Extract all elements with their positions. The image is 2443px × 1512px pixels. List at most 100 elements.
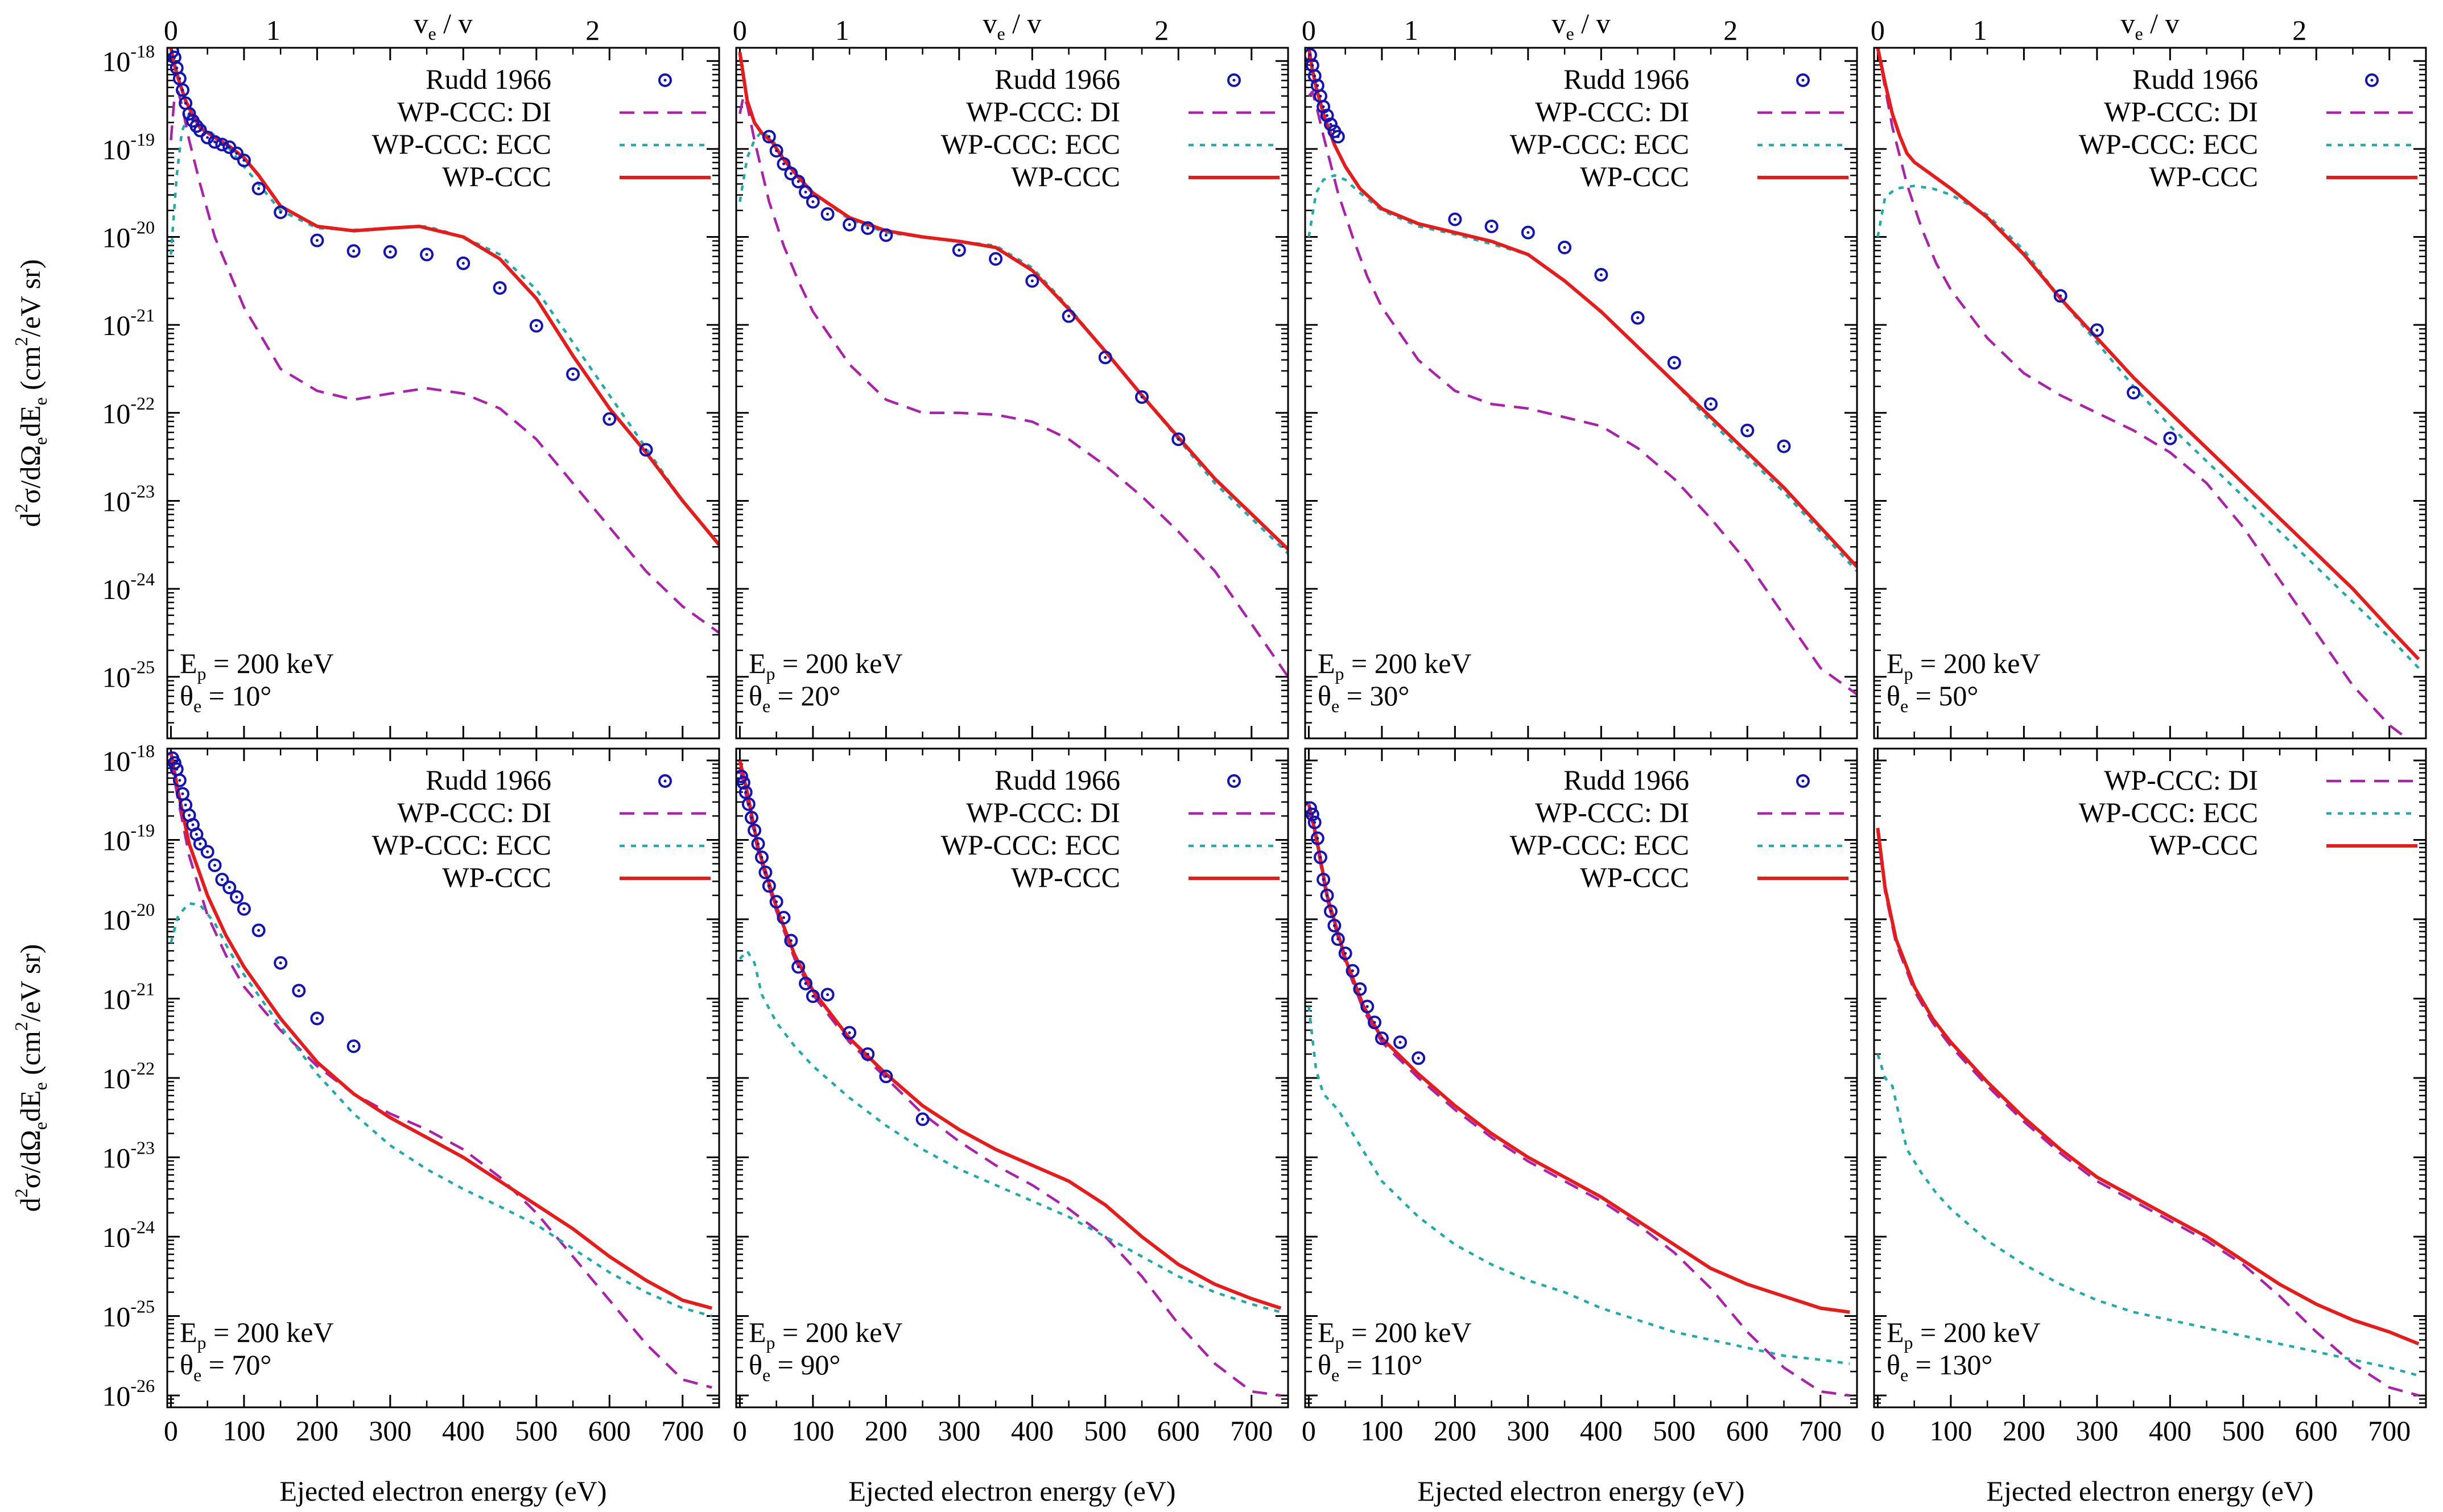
rudd-point	[1310, 831, 1324, 845]
rudd-point	[1327, 919, 1342, 933]
rudd-point	[222, 881, 237, 895]
rudd-point	[769, 895, 783, 909]
rudd-point	[193, 837, 207, 851]
energy-annotation: Ep = 200 keV	[1887, 1316, 2041, 1353]
legend-label: WP-CCC	[1580, 160, 1689, 192]
top-tick-label: 2	[585, 14, 600, 46]
energy-annotation: Ep = 200 keV	[1318, 647, 1472, 684]
panel-1-0: 0 100 200 300 400 500 600 700 10-18 10-19 10-20 10-…	[102, 741, 720, 1507]
rudd-point-dot	[175, 67, 179, 70]
rudd-point-dot	[1336, 135, 1340, 138]
top-tick-label: 1	[1404, 14, 1418, 46]
rudd-point-dot	[461, 262, 465, 265]
legend-label: Rudd 1966	[426, 764, 551, 796]
energy-annotation: Ep = 200 keV	[1318, 1316, 1472, 1353]
rudd-point-dot	[789, 939, 793, 943]
rudd-point	[843, 217, 857, 232]
x-tick-label: 200	[1434, 1415, 1476, 1447]
legend-marker-dot	[663, 779, 667, 783]
rudd-point	[182, 106, 196, 121]
x-tick-label: 600	[1157, 1415, 1200, 1447]
rudd-point	[1558, 241, 1572, 255]
rudd-point-dot	[866, 226, 869, 230]
rudd-point	[215, 873, 229, 887]
rudd-point-dot	[1311, 813, 1314, 816]
series-di-line	[1876, 832, 2419, 1397]
rudd-point	[861, 221, 875, 236]
curves	[738, 52, 1288, 677]
rudd-point	[1777, 439, 1791, 453]
legend-label: WP-CCC: ECC	[941, 128, 1120, 160]
rudd-point	[1323, 117, 1338, 131]
rudd-point-dot	[228, 886, 231, 889]
panel-1-1: 0 100 200 300 400 500 600 700 Ejected electron e…	[733, 747, 1289, 1507]
energy-annotation: Ep = 200 keV	[180, 647, 334, 684]
top-axis-label: ve / v	[1551, 7, 1610, 44]
legend-label: WP-CCC: DI	[397, 796, 551, 828]
legend-label: Rudd 1966	[994, 764, 1120, 796]
rudd-point	[456, 256, 471, 270]
rudd-point-dot	[866, 1052, 869, 1056]
rudd-point	[420, 247, 434, 262]
y-tick-label: 10-23	[102, 481, 155, 517]
rudd-point	[741, 797, 756, 811]
rudd-point	[1393, 1035, 1408, 1050]
x-tick-label: 500	[1653, 1415, 1695, 1447]
rudd-point-dot	[804, 191, 807, 194]
angle-annotation: θe = 20°	[749, 680, 840, 716]
energy-annotation: Ep = 200 keV	[749, 1316, 903, 1353]
top-tick-label: 2	[1723, 14, 1738, 46]
legend-label: WP-CCC: DI	[966, 796, 1120, 828]
rudd-point-dot	[279, 210, 282, 214]
rudd-point-dot	[188, 112, 191, 115]
rudd-point	[200, 845, 214, 859]
rudd-point-dot	[797, 965, 800, 969]
rudd-point	[736, 769, 748, 783]
rudd-point	[1338, 946, 1352, 960]
rudd-point-dot	[1673, 361, 1676, 365]
rudd-point-dot	[535, 324, 538, 328]
rudd-point-dot	[1104, 356, 1107, 359]
rudd-point	[172, 773, 187, 787]
rudd-point	[251, 181, 266, 196]
x-tick-label: 400	[2149, 1415, 2192, 1447]
x-tick-label: 500	[1084, 1415, 1126, 1447]
rudd-point-dot	[750, 816, 753, 819]
rudd-point	[784, 933, 798, 948]
rudd-point-dot	[2168, 437, 2172, 440]
rudd-point-dot	[2059, 294, 2062, 298]
rudd-point	[1317, 873, 1331, 887]
rudd-point	[762, 130, 776, 144]
rudd-point-dot	[213, 864, 217, 867]
x-axis-label: Ejected electron energy (eV)	[279, 1475, 606, 1507]
rudd-point	[208, 135, 222, 149]
angle-annotation: θe = 110°	[1318, 1349, 1423, 1385]
legend-label: WP-CCC	[1011, 861, 1120, 893]
x-tick-label: 0	[164, 1415, 178, 1447]
series-di-line	[170, 760, 712, 1389]
x-tick-label: 0	[1302, 1415, 1316, 1447]
legend-marker	[658, 73, 672, 87]
legend-marker	[1796, 774, 1810, 788]
rudd-point-dot	[811, 994, 815, 998]
legend-marker-dot	[1801, 779, 1805, 783]
rudd-point	[292, 984, 306, 998]
top-tick-label: 0	[1302, 14, 1316, 46]
curves	[167, 48, 719, 634]
x-tick-label: 500	[2222, 1415, 2264, 1447]
x-tick-label: 600	[2295, 1415, 2338, 1447]
angle-annotation: θe = 10°	[180, 680, 271, 716]
rudd-point-dot	[958, 249, 961, 252]
top-tick-label: 0	[164, 14, 178, 46]
rudd-point-dot	[181, 88, 184, 92]
rudd-point	[952, 243, 966, 257]
rudd-point	[1331, 932, 1345, 946]
rudd-point-dot	[884, 233, 888, 237]
rudd-point	[175, 83, 189, 97]
series-ecc-line	[1307, 173, 1857, 572]
rudd-point	[1667, 356, 1681, 370]
angle-annotation: θe = 130°	[1887, 1349, 1992, 1385]
y-tick-label: 10-18	[102, 741, 155, 777]
x-tick-label: 400	[1580, 1415, 1623, 1447]
rudd-point	[230, 146, 244, 160]
